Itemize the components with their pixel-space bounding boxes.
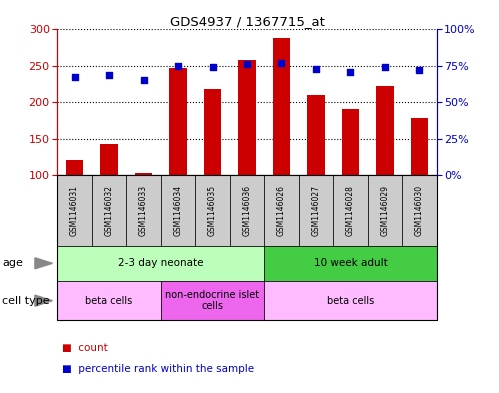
Point [105, 72, 113, 78]
Bar [100, 144, 118, 175]
Bar [307, 95, 324, 175]
Bar [342, 109, 359, 175]
Text: GSM1146034: GSM1146034 [174, 185, 183, 236]
Text: GSM1146036: GSM1146036 [243, 185, 251, 236]
Point [209, 64, 217, 70]
Text: beta cells: beta cells [327, 296, 374, 306]
Text: GSM1146030: GSM1146030 [415, 185, 424, 236]
Text: ■  count: ■ count [62, 343, 108, 353]
Text: ■  percentile rank within the sample: ■ percentile rank within the sample [62, 364, 254, 375]
Text: GSM1146035: GSM1146035 [208, 185, 217, 236]
Text: 10 week adult: 10 week adult [313, 258, 387, 268]
Text: GSM1146028: GSM1146028 [346, 185, 355, 236]
Text: beta cells: beta cells [85, 296, 133, 306]
Bar [376, 86, 394, 175]
Point [140, 77, 148, 83]
Bar [411, 118, 428, 175]
Point [346, 68, 354, 75]
Text: GSM1146027: GSM1146027 [311, 185, 320, 236]
Point [415, 67, 423, 73]
Bar [170, 68, 187, 175]
Text: non-endocrine islet
cells: non-endocrine islet cells [166, 290, 259, 311]
Text: 2-3 day neonate: 2-3 day neonate [118, 258, 204, 268]
Text: GSM1146031: GSM1146031 [70, 185, 79, 236]
Bar [135, 173, 152, 175]
Bar [239, 60, 255, 175]
Text: cell type: cell type [2, 296, 50, 306]
Bar [204, 89, 221, 175]
Bar [273, 38, 290, 175]
Point [174, 62, 182, 69]
Text: GSM1146029: GSM1146029 [380, 185, 389, 236]
Title: GDS4937 / 1367715_at: GDS4937 / 1367715_at [170, 15, 324, 28]
Text: GSM1146033: GSM1146033 [139, 185, 148, 236]
Point [243, 61, 251, 68]
Point [381, 64, 389, 70]
Point [277, 60, 285, 66]
Text: age: age [2, 258, 23, 268]
Bar [66, 160, 83, 175]
Point [312, 66, 320, 72]
Text: GSM1146032: GSM1146032 [105, 185, 114, 236]
Point [71, 74, 79, 81]
Text: GSM1146026: GSM1146026 [277, 185, 286, 236]
